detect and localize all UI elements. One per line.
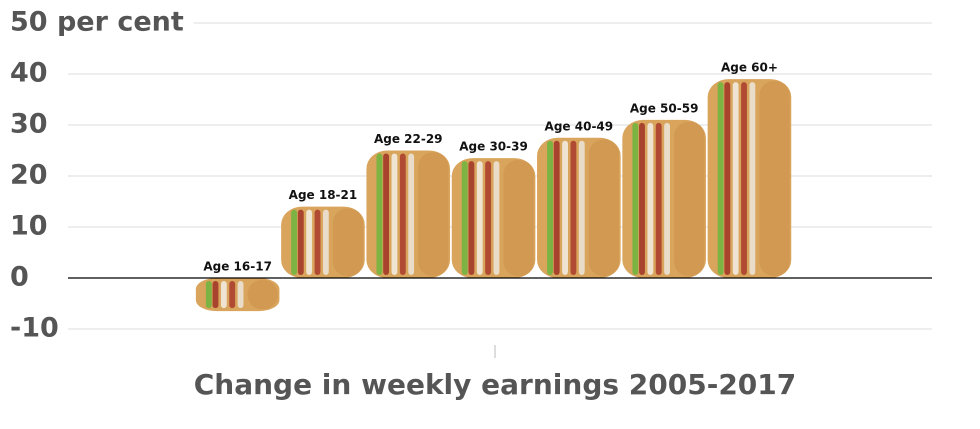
y-tick-label: 0 (10, 262, 29, 293)
category-label: Age 60+ (721, 61, 778, 75)
x-axis-title: Change in weekly earnings 2005-2017 (194, 368, 797, 401)
filling (461, 161, 468, 275)
y-tick-label: 20 (10, 160, 48, 191)
filling (562, 140, 568, 275)
filling (732, 82, 739, 275)
filling (237, 281, 244, 309)
filling (297, 209, 304, 275)
y-tick-label: 50 per cent (10, 7, 184, 38)
bread-shade (674, 121, 705, 277)
filling (632, 122, 639, 276)
filling (212, 281, 219, 309)
category-label: Age 40-49 (545, 119, 614, 133)
filling (391, 153, 398, 275)
bread-shade (418, 152, 449, 276)
filling (399, 153, 406, 275)
filling (717, 82, 724, 275)
filling (468, 161, 475, 275)
y-tick-label: 30 (10, 109, 48, 140)
filling (485, 161, 492, 275)
filling (578, 140, 585, 275)
filling (493, 161, 500, 275)
category-label: Age 16-17 (203, 260, 272, 274)
filling (647, 122, 654, 276)
filling (408, 153, 415, 275)
sandwich (195, 278, 280, 312)
filling (547, 140, 553, 275)
filling (314, 209, 321, 275)
category-label: Age 30-39 (459, 140, 528, 154)
filling (306, 209, 313, 275)
category-label: Age 18-21 (289, 188, 358, 202)
filling (570, 140, 577, 275)
filling (741, 82, 747, 275)
bread-shade (332, 208, 364, 276)
sandwich (366, 150, 451, 278)
sandwich (537, 137, 621, 278)
filling (205, 281, 212, 309)
filling (220, 281, 227, 309)
filling (639, 122, 645, 276)
bread-shade (503, 160, 534, 276)
sandwich (281, 206, 365, 278)
y-tick-label: 40 (10, 58, 48, 89)
filling (229, 281, 236, 309)
filling (383, 153, 390, 275)
filling (749, 82, 756, 275)
sandwich (622, 119, 706, 279)
sandwich (707, 79, 792, 278)
filling (476, 161, 483, 275)
sandwich (451, 158, 536, 278)
filling (322, 209, 329, 275)
bread-shade (588, 139, 619, 276)
bread-shade (247, 280, 278, 310)
y-tick-label: 10 (10, 211, 48, 242)
filling (553, 140, 560, 275)
bread-shade (759, 81, 790, 276)
category-label: Age 50-59 (630, 101, 699, 115)
y-tick-label: -10 (10, 313, 59, 344)
filling (664, 122, 671, 276)
category-label: Age 22-29 (374, 132, 443, 146)
filling (724, 82, 731, 275)
filling (376, 153, 383, 275)
filling (291, 209, 298, 275)
filling (655, 122, 662, 276)
